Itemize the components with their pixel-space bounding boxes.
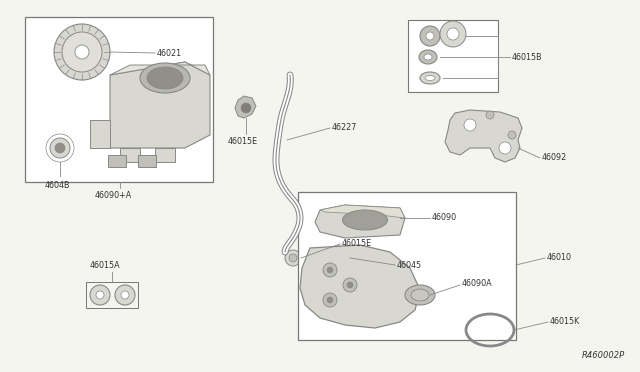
Polygon shape — [110, 62, 210, 75]
Circle shape — [332, 252, 344, 264]
Circle shape — [426, 32, 434, 40]
Ellipse shape — [419, 50, 437, 64]
Text: 46015K: 46015K — [550, 317, 580, 326]
Text: 46090: 46090 — [432, 214, 457, 222]
Text: R460002P: R460002P — [582, 351, 625, 360]
Text: 46015E: 46015E — [342, 238, 372, 247]
Polygon shape — [110, 62, 210, 148]
Circle shape — [499, 142, 511, 154]
Ellipse shape — [424, 54, 432, 60]
Polygon shape — [300, 245, 420, 328]
Circle shape — [440, 21, 466, 47]
Circle shape — [343, 278, 357, 292]
Ellipse shape — [420, 72, 440, 84]
Bar — [25, 17, 213, 182]
Polygon shape — [155, 148, 175, 162]
Circle shape — [75, 45, 89, 59]
Polygon shape — [235, 96, 256, 118]
Ellipse shape — [405, 285, 435, 305]
Circle shape — [508, 131, 516, 139]
Bar — [138, 155, 156, 167]
Text: 46010: 46010 — [547, 253, 572, 262]
Circle shape — [464, 119, 476, 131]
Circle shape — [327, 297, 333, 303]
Circle shape — [486, 111, 494, 119]
Text: 46045: 46045 — [397, 260, 422, 269]
Text: 46227: 46227 — [332, 122, 357, 131]
Ellipse shape — [425, 76, 435, 80]
Bar — [408, 20, 498, 92]
Ellipse shape — [342, 210, 387, 230]
Ellipse shape — [411, 289, 429, 301]
Circle shape — [327, 267, 333, 273]
Bar — [86, 282, 138, 308]
Circle shape — [336, 256, 340, 260]
Circle shape — [121, 291, 129, 299]
Polygon shape — [315, 205, 405, 238]
Text: 46015B: 46015B — [512, 52, 543, 61]
Text: 46090+A: 46090+A — [95, 192, 132, 201]
Circle shape — [115, 285, 135, 305]
Circle shape — [241, 103, 251, 113]
Text: 46015E: 46015E — [228, 138, 258, 147]
Circle shape — [323, 293, 337, 307]
Circle shape — [55, 143, 65, 153]
Circle shape — [50, 138, 70, 158]
Polygon shape — [445, 110, 522, 162]
Circle shape — [285, 250, 301, 266]
Circle shape — [326, 246, 350, 270]
Circle shape — [323, 263, 337, 277]
Circle shape — [96, 291, 104, 299]
Circle shape — [289, 254, 297, 262]
Text: 46092: 46092 — [542, 154, 567, 163]
Polygon shape — [120, 148, 140, 162]
Bar — [108, 155, 126, 167]
Ellipse shape — [140, 63, 190, 93]
Ellipse shape — [147, 67, 183, 89]
Circle shape — [90, 285, 110, 305]
Text: 46090A: 46090A — [462, 279, 493, 289]
Circle shape — [347, 282, 353, 288]
Text: 46021: 46021 — [157, 48, 182, 58]
Circle shape — [54, 24, 110, 80]
Circle shape — [420, 26, 440, 46]
Circle shape — [62, 32, 102, 72]
Text: 46015A: 46015A — [90, 260, 120, 269]
Text: 4604B: 4604B — [45, 180, 70, 189]
Bar — [298, 192, 516, 340]
Polygon shape — [320, 205, 405, 218]
Circle shape — [447, 28, 459, 40]
Polygon shape — [90, 120, 110, 148]
